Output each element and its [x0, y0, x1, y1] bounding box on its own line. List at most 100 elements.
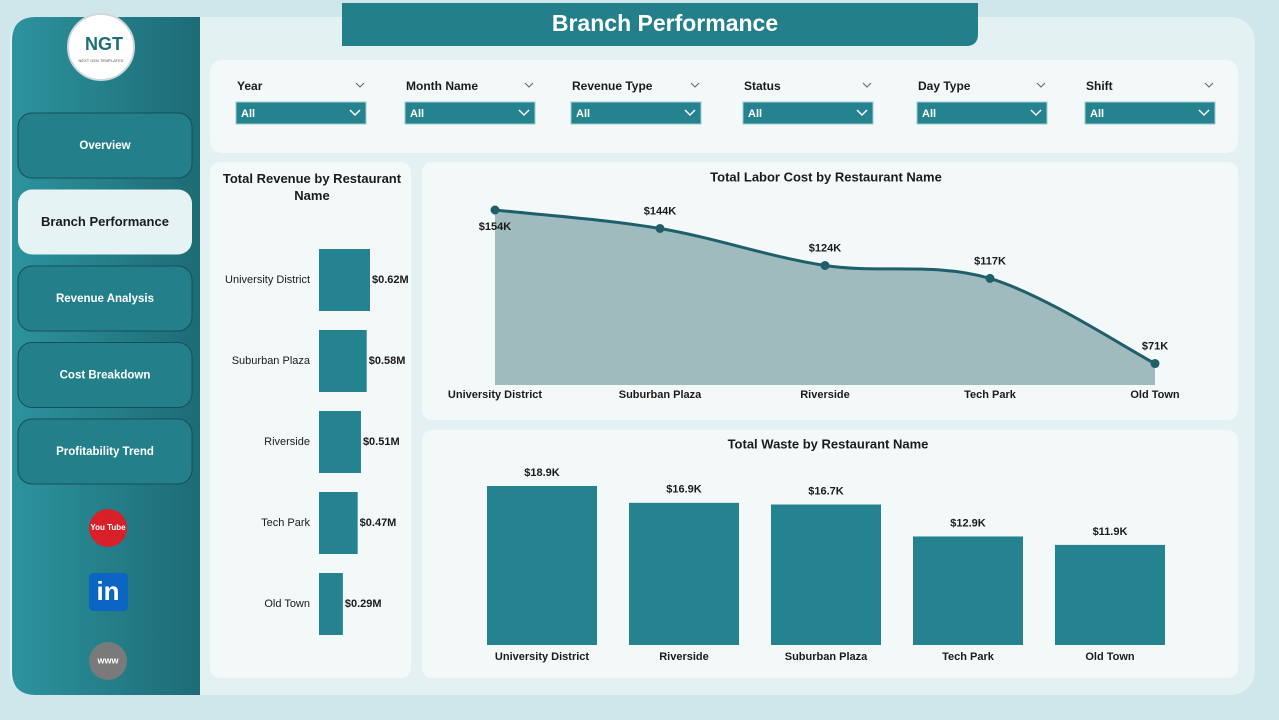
data-label: $117K [974, 255, 1006, 267]
bar [771, 504, 881, 645]
nav-label: Overview [79, 140, 130, 152]
dropdown-arrow [518, 109, 530, 117]
linkedin-text: in [96, 576, 119, 606]
category-label: Old Town [1085, 651, 1135, 663]
bar [1055, 544, 1165, 645]
dropdown-arrow [1030, 109, 1042, 117]
dropdown-arrow [1198, 109, 1210, 117]
category-label: Riverside [659, 651, 709, 663]
category-label: Riverside [800, 389, 850, 401]
nav-button[interactable] [17, 265, 193, 332]
logo-text: NGT [85, 34, 123, 54]
category-label: University District [225, 274, 310, 286]
category-label: Old Town [264, 598, 310, 610]
chevron [690, 82, 700, 88]
data-label: $0.47M [360, 517, 397, 529]
data-label: $0.51M [363, 436, 400, 448]
point [655, 223, 665, 233]
web-icon[interactable] [89, 642, 127, 680]
dropdown-arrow [349, 109, 361, 117]
bar [487, 486, 597, 645]
filter-value: All [1090, 108, 1104, 120]
data-label: $0.29M [345, 598, 382, 610]
chevron [1036, 82, 1046, 88]
filter-dropdown[interactable] [235, 101, 367, 125]
logo-subtitle: NEXT GEN TEMPLATES [79, 58, 124, 63]
category-label: Suburban Plaza [232, 355, 311, 367]
filter-dropdown[interactable] [404, 101, 536, 125]
nav-label: Profitability Trend [56, 446, 154, 458]
category-label: University District [495, 651, 589, 663]
filter-label: Status [744, 79, 781, 93]
point [985, 273, 995, 283]
data-label: $0.58M [369, 355, 406, 367]
page-title: Branch Performance [552, 10, 778, 36]
nav-button[interactable] [18, 189, 192, 255]
filter-dropdown[interactable] [570, 101, 702, 125]
data-label: $124K [809, 242, 841, 254]
filter-label: Month Name [406, 79, 478, 93]
category-label: Tech Park [942, 651, 995, 663]
chevron [1204, 82, 1214, 88]
category-label: Suburban Plaza [619, 389, 702, 401]
chevron [862, 82, 872, 88]
category-label: Riverside [264, 436, 310, 448]
web-text: www [96, 655, 119, 665]
data-label: $18.9K [524, 467, 560, 479]
point [820, 260, 830, 270]
dropdown-arrow [684, 109, 696, 117]
filter-label: Year [237, 79, 263, 93]
category-label: Old Town [1130, 389, 1180, 401]
filter-dropdown[interactable] [742, 101, 874, 125]
chevron [355, 82, 365, 88]
filter-value: All [576, 108, 590, 120]
linkedin-icon[interactable] [89, 573, 128, 611]
bar [319, 249, 370, 311]
point [1150, 359, 1160, 369]
bar [319, 330, 367, 392]
data-label: $144K [644, 205, 676, 217]
nav-button[interactable] [17, 342, 193, 408]
bar [913, 536, 1023, 645]
data-label: $71K [1142, 340, 1168, 352]
point [490, 205, 500, 215]
data-label: $12.9K [950, 517, 986, 529]
data-label: $154K [479, 221, 511, 233]
nav-label: Revenue Analysis [56, 293, 154, 305]
filter-panel [210, 60, 1238, 153]
category-label: University District [448, 389, 542, 401]
youtube-icon[interactable] [89, 509, 127, 547]
nav-button[interactable] [17, 418, 193, 485]
youtube-text: You Tube [90, 523, 126, 532]
category-label: Suburban Plaza [785, 651, 868, 663]
filter-value: All [410, 108, 424, 120]
area [495, 210, 1155, 385]
category-label: Tech Park [261, 517, 310, 529]
filter-dropdown[interactable] [916, 101, 1048, 125]
logo [67, 13, 135, 81]
chart-title: Total Waste by Restaurant Name [728, 436, 929, 451]
data-label: $0.62M [372, 274, 409, 286]
chart-title: Total Labor Cost by Restaurant Name [710, 169, 942, 184]
filter-value: All [748, 108, 762, 120]
chart-title: Total Revenue by Restaurant Name [222, 171, 402, 203]
nav-label: Branch Performance [41, 214, 169, 229]
title-tab [342, 3, 978, 46]
bar [319, 492, 358, 554]
filter-value: All [241, 108, 255, 120]
filter-dropdown[interactable] [1084, 101, 1216, 125]
nav-label: Cost Breakdown [60, 370, 151, 382]
filter-label: Shift [1086, 79, 1113, 93]
bar [629, 502, 739, 645]
bar [319, 573, 343, 635]
filter-label: Day Type [918, 79, 971, 93]
dropdown-arrow [856, 109, 868, 117]
data-label: $11.9K [1093, 526, 1128, 538]
data-label: $16.9K [666, 484, 702, 496]
nav-button[interactable] [17, 112, 193, 179]
data-label: $16.7K [808, 485, 844, 497]
chevron [524, 82, 534, 88]
bar [319, 411, 361, 473]
